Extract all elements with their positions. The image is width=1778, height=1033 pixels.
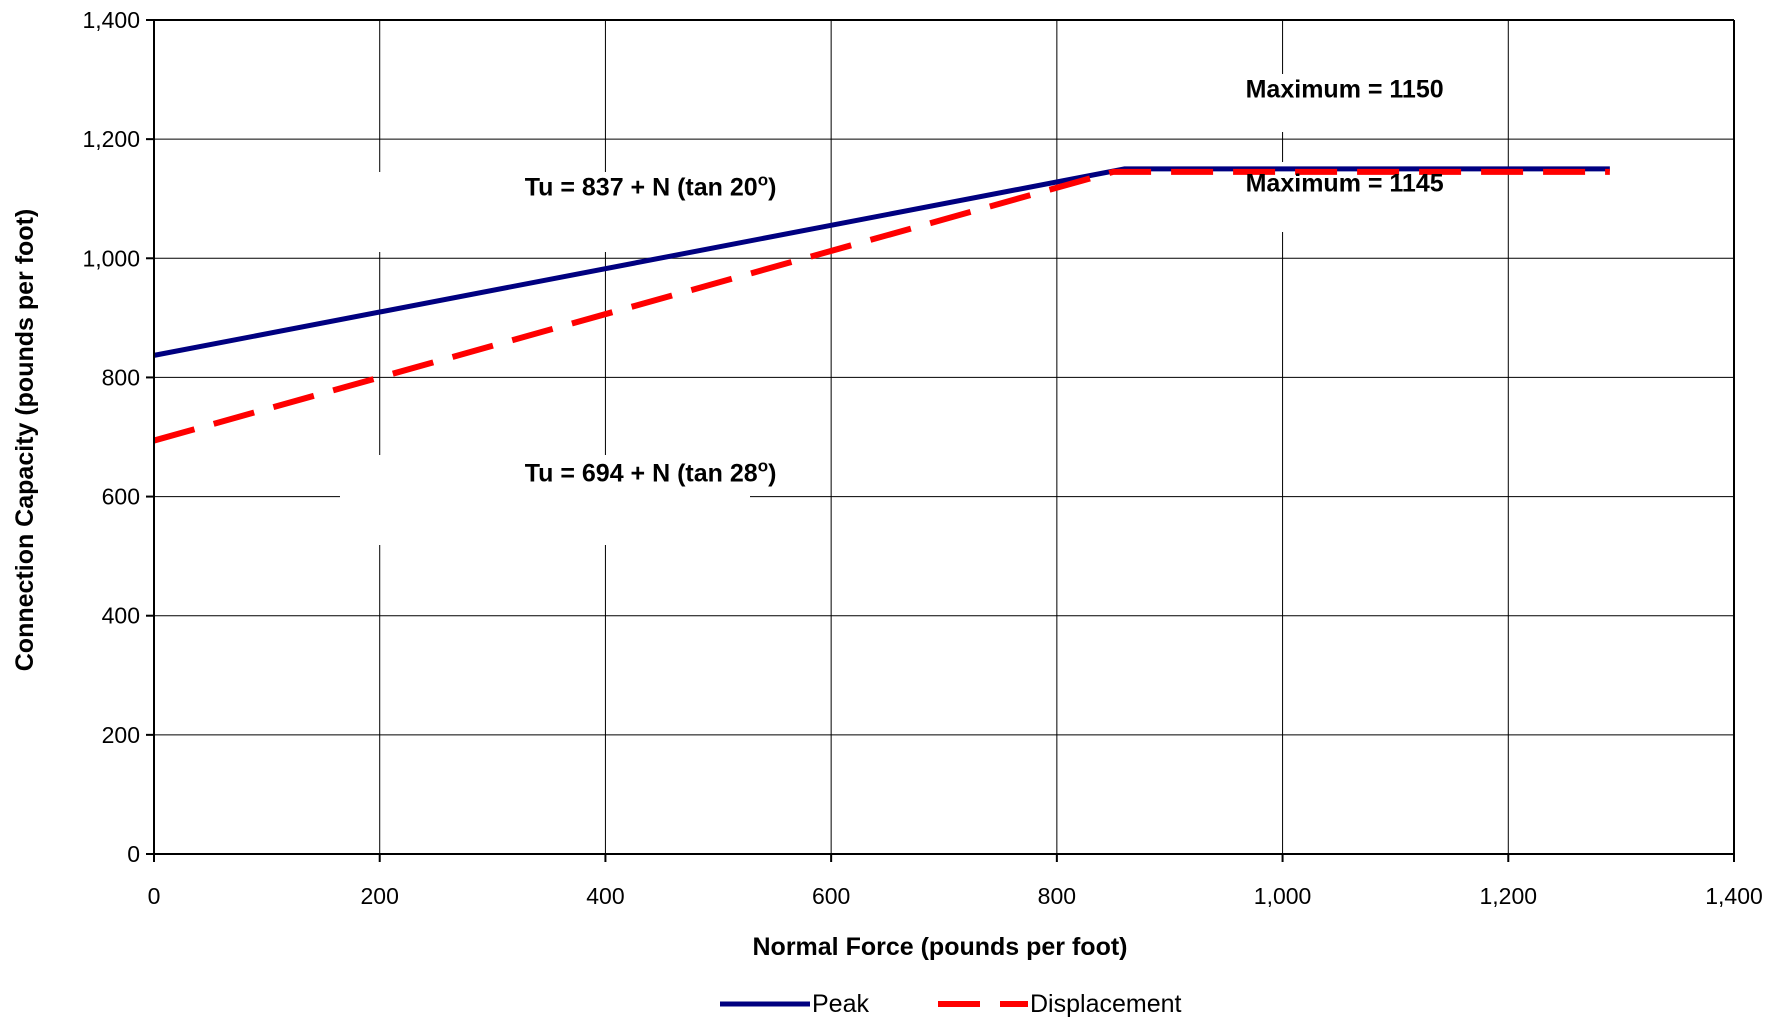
x-tick-label: 800 <box>1038 883 1076 909</box>
y-tick-label: 800 <box>102 364 140 390</box>
x-tick-label: 1,400 <box>1705 883 1763 909</box>
gridlines <box>154 20 1734 854</box>
y-tick-label: 600 <box>102 484 140 510</box>
x-axis-title: Normal Force (pounds per foot) <box>753 933 1128 961</box>
legend: Peak Displacement <box>720 990 1182 1018</box>
x-tick-label: 600 <box>812 883 850 909</box>
x-tick-label: 0 <box>148 883 161 909</box>
annotation-max2: Maximum = 1145 <box>1246 170 1444 198</box>
legend-label-peak: Peak <box>812 990 869 1018</box>
legend-label-displacement: Displacement <box>1030 990 1182 1018</box>
y-tick-label: 1,200 <box>82 126 140 152</box>
x-tick-label: 400 <box>586 883 624 909</box>
annotation-eq2: Tu = 694 + N (tan 28o) <box>525 457 777 488</box>
annotation-eq1: Tu = 837 + N (tan 20o) <box>525 171 777 202</box>
y-tick-label: 0 <box>127 841 140 867</box>
axes: 0 200 400 600 800 1,000 1,200 1,400 0 200 400 600 80… <box>82 7 1762 909</box>
y-tick-label: 1,000 <box>82 245 140 271</box>
annotation-backgrounds <box>330 74 1500 545</box>
x-tick-label: 200 <box>361 883 399 909</box>
y-axis-title: Connection Capacity (pounds per foot) <box>11 209 39 672</box>
y-tick-label: 1,400 <box>82 7 140 33</box>
y-tick-label: 400 <box>102 603 140 629</box>
x-tick-label: 1,000 <box>1254 883 1312 909</box>
annotation-max1: Maximum = 1150 <box>1246 75 1444 103</box>
x-tick-label: 1,200 <box>1480 883 1538 909</box>
y-tick-label: 200 <box>102 722 140 748</box>
annotations: Tu = 837 + N (tan 20o) Tu = 694 + N (tan … <box>525 75 1444 487</box>
